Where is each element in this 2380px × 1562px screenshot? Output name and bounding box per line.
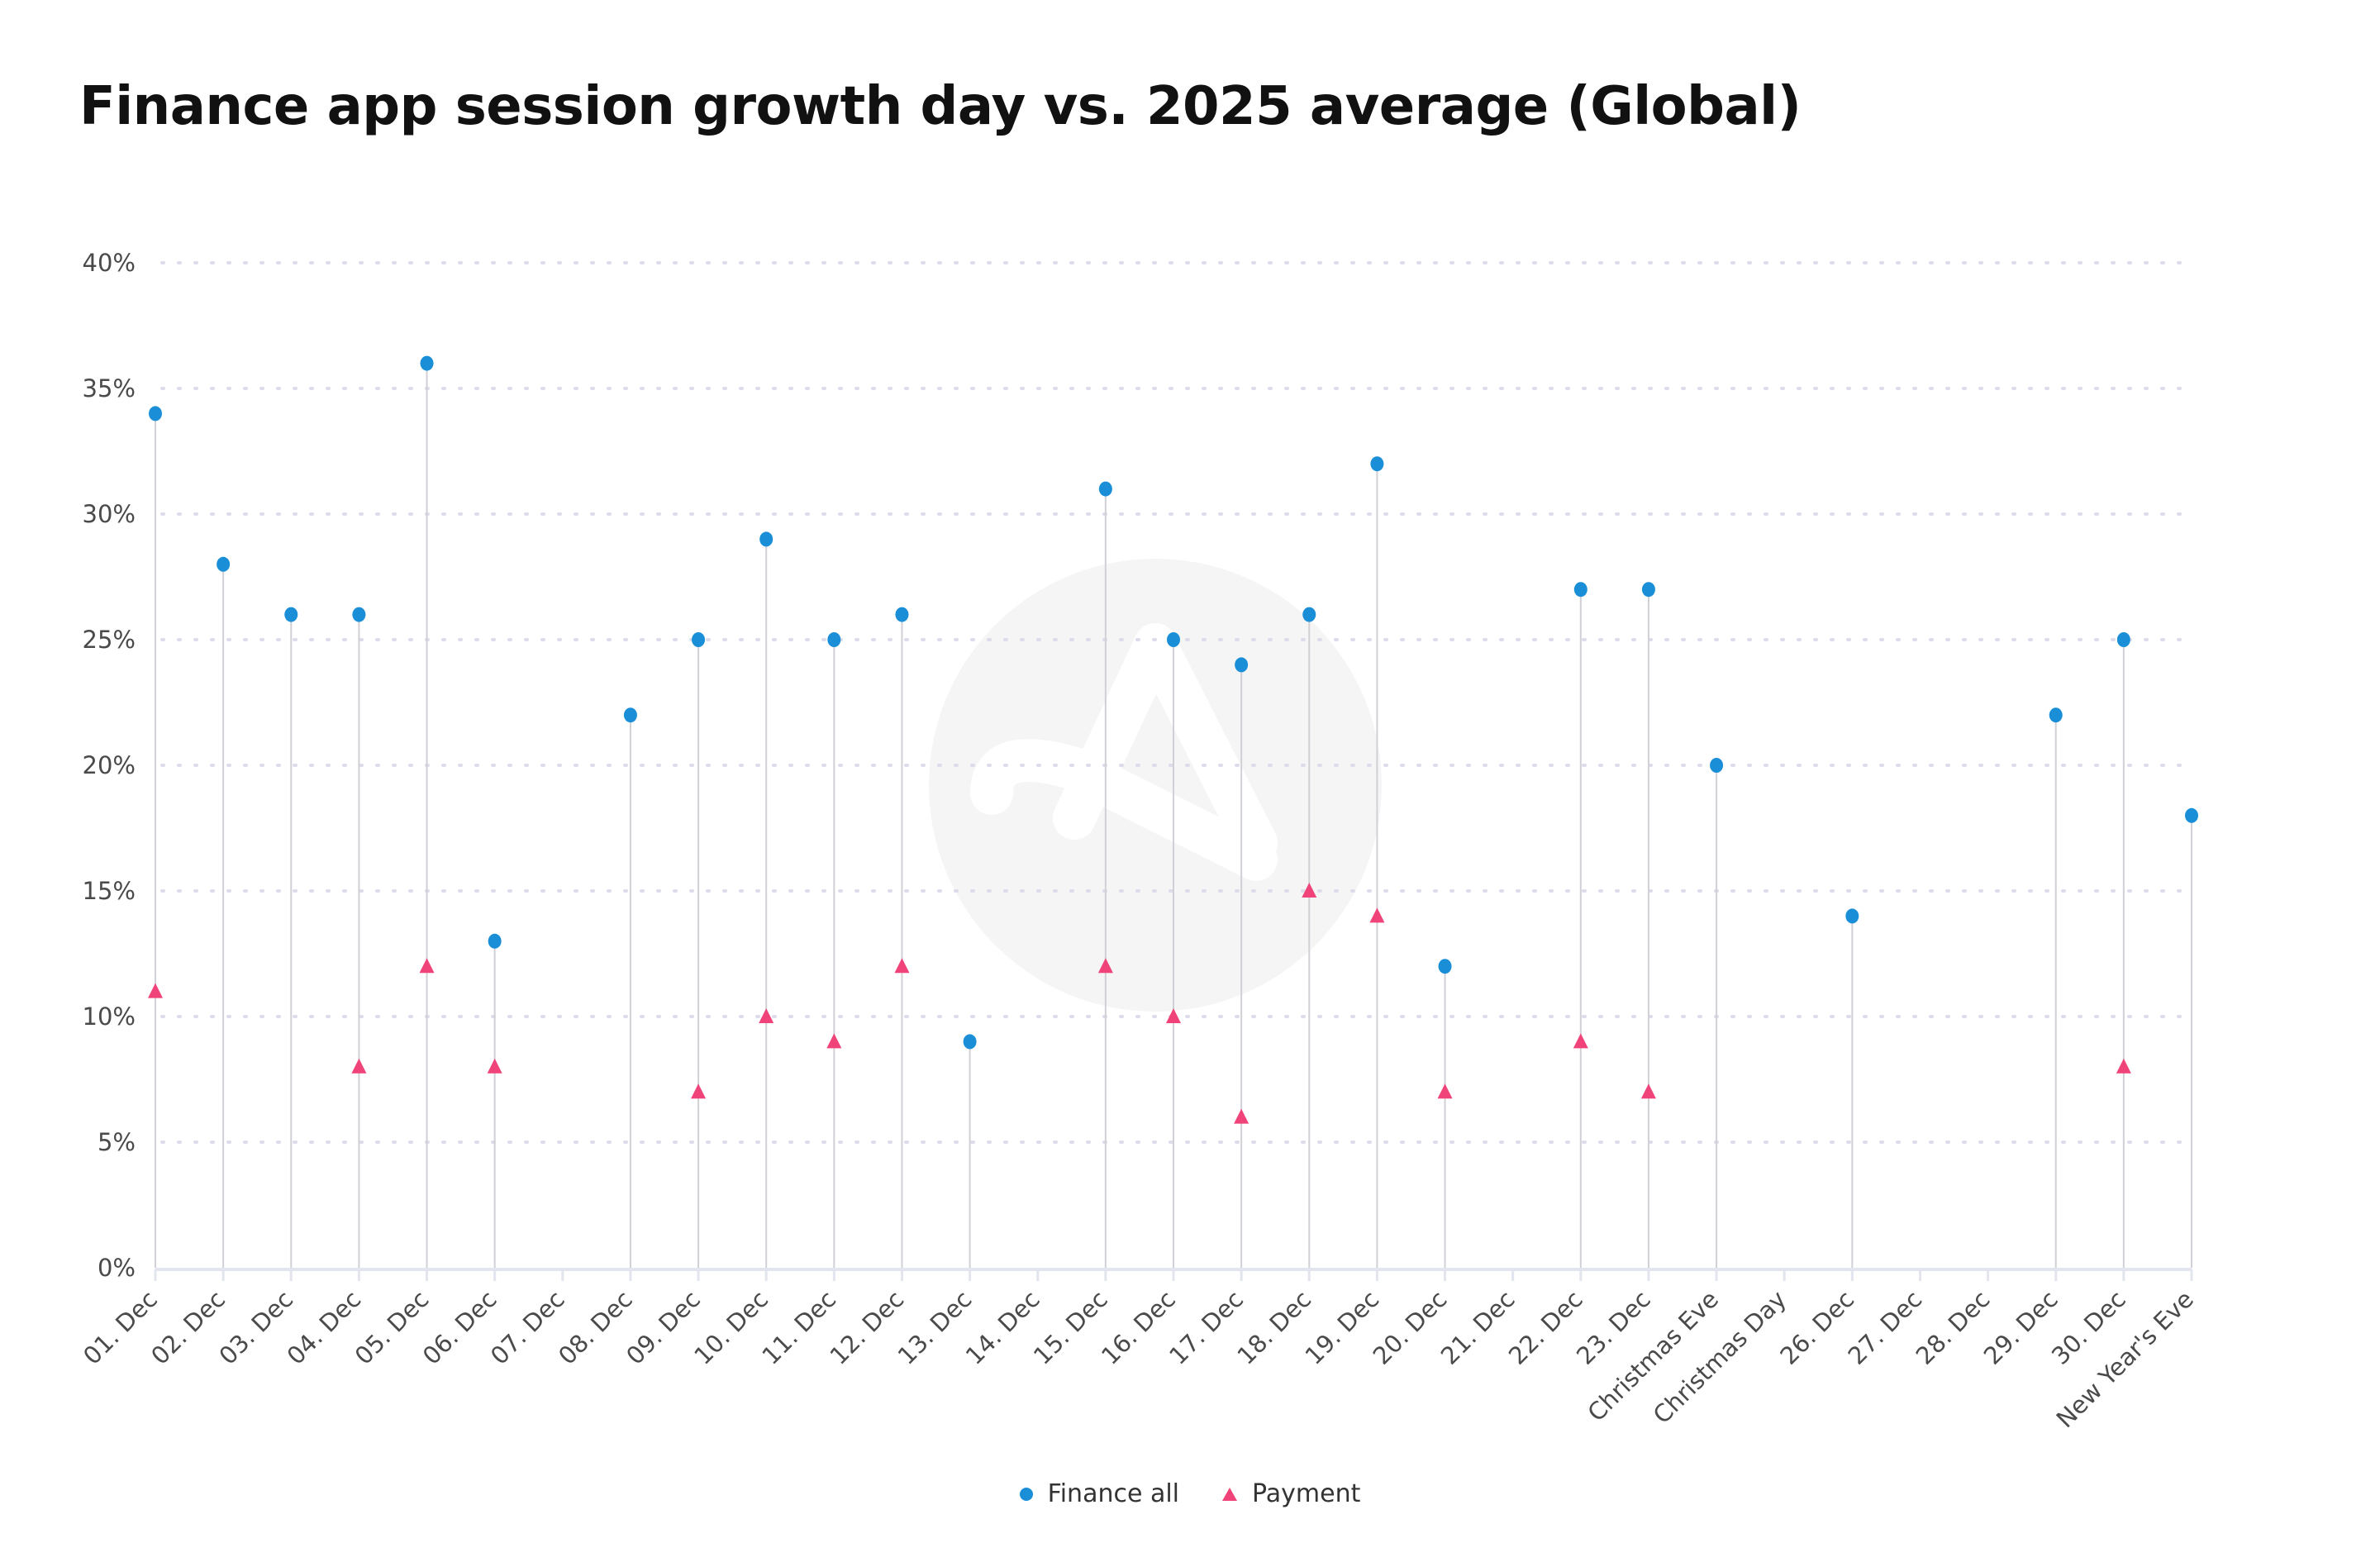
finance-all-point[interactable] [149,406,162,421]
payment-point[interactable] [1302,883,1317,898]
y-axis: 0% 5% 10% 15% 20% 25% 30% 35% 40% [83,249,136,1282]
x-tick-label: 04. Dec [281,1285,366,1370]
x-tick-label: 12. Dec [825,1285,910,1370]
finance-all-point[interactable] [895,607,909,622]
finance-all-point[interactable] [1438,959,1452,974]
y-tick-label: 15% [83,877,136,905]
payment-point[interactable] [419,958,435,974]
finance-all-point[interactable] [692,632,706,647]
payment-point[interactable] [487,1058,502,1074]
finance-all-point[interactable] [1573,582,1587,598]
finance-all-point[interactable] [963,1034,977,1050]
x-tick-label: 10. Dec [688,1285,774,1370]
x-tick-label: 13. Dec [892,1285,978,1370]
x-tick-label: 19. Dec [1299,1285,1384,1370]
x-tick-label: 14. Dec [960,1285,1045,1370]
x-tick-label: 11. Dec [756,1285,841,1370]
stems [155,363,2192,1268]
x-tick-label: 01. Dec [78,1285,163,1370]
payment-point[interactable] [826,1033,842,1049]
payment-point[interactable] [1097,958,1113,974]
legend-label: Payment [1252,1479,1361,1508]
x-tick-label: 22. Dec [1503,1285,1588,1370]
circle-marker-icon [1019,1487,1033,1501]
x-tick-label: 02. Dec [145,1285,231,1370]
finance-all-point[interactable] [827,632,841,647]
y-tick-label: 5% [98,1128,136,1156]
payment-point[interactable] [1234,1108,1250,1124]
y-tick-label: 35% [83,374,136,402]
x-tick-label: 06. Dec [417,1285,502,1370]
x-tick-label: 29. Dec [1978,1285,2063,1370]
watermark-glyph [970,623,1278,881]
payment-point[interactable] [351,1058,367,1074]
payment-point[interactable] [2116,1058,2131,1074]
finance-all-point[interactable] [1098,481,1112,497]
legend-label: Finance all [1047,1479,1180,1508]
payment-point[interactable] [1166,1008,1181,1023]
payment-point[interactable] [1640,1083,1656,1099]
finance-all-point[interactable] [217,556,231,572]
payment-point[interactable] [691,1083,707,1099]
finance-all-point[interactable] [1302,607,1316,622]
x-tick-label: 27. Dec [1843,1285,1928,1370]
finance-all-point[interactable] [1641,582,1655,598]
y-tick-label: 0% [98,1254,136,1282]
x-tick-label: 15. Dec [1028,1285,1113,1370]
data-marks [148,355,2198,1124]
y-tick-label: 30% [83,500,136,528]
finance-all-point[interactable] [1845,908,1859,924]
x-tick-label: 18. Dec [1231,1285,1316,1370]
payment-point[interactable] [148,983,163,998]
x-tick-label: 16. Dec [1096,1285,1181,1370]
finance-all-point[interactable] [2116,632,2130,647]
x-tick-label: 26. Dec [1774,1285,1859,1370]
payment-point[interactable] [759,1008,774,1023]
finance-all-point[interactable] [1235,657,1249,673]
triangle-marker-icon [1222,1487,1238,1501]
finance-all-point[interactable] [284,607,298,622]
finance-all-point[interactable] [2049,707,2063,723]
legend: Finance all Payment [0,1479,2380,1508]
y-tick-label: 10% [83,1002,136,1031]
finance-all-point[interactable] [623,707,637,723]
chart-title: Finance app session growth day vs. 2025 … [79,76,1802,137]
y-tick-label: 20% [83,751,136,779]
finance-all-point[interactable] [352,607,366,622]
x-tick-label: 28. Dec [1911,1285,1996,1370]
y-tick-label: 25% [83,626,136,654]
x-tick-label: 08. Dec [553,1285,638,1370]
finance-all-point[interactable] [759,531,774,547]
x-tick-label: 05. Dec [350,1285,435,1370]
payment-point[interactable] [1369,907,1385,923]
x-tick-label: 07. Dec [485,1285,570,1370]
legend-item-payment[interactable]: Payment [1222,1479,1360,1508]
finance-all-point[interactable] [1370,456,1384,472]
watermark-logo-icon [929,559,1382,1012]
finance-all-point[interactable] [1167,632,1180,647]
payment-point[interactable] [1573,1033,1588,1049]
x-tick-label: 03. Dec [213,1285,298,1370]
finance-all-point[interactable] [488,933,502,949]
x-tick-label: 20. Dec [1368,1285,1453,1370]
legend-item-finance-all[interactable]: Finance all [1019,1479,1180,1508]
x-tick-label: 09. Dec [621,1285,706,1370]
payment-point[interactable] [894,958,910,974]
finance-all-point[interactable] [420,355,434,371]
finance-all-point[interactable] [1710,758,1724,773]
payment-point[interactable] [1437,1083,1453,1099]
y-tick-label: 40% [83,249,136,277]
x-tick-label: 21. Dec [1435,1285,1521,1370]
x-tick-label: 17. Dec [1164,1285,1249,1370]
finance-all-point[interactable] [2185,807,2198,823]
